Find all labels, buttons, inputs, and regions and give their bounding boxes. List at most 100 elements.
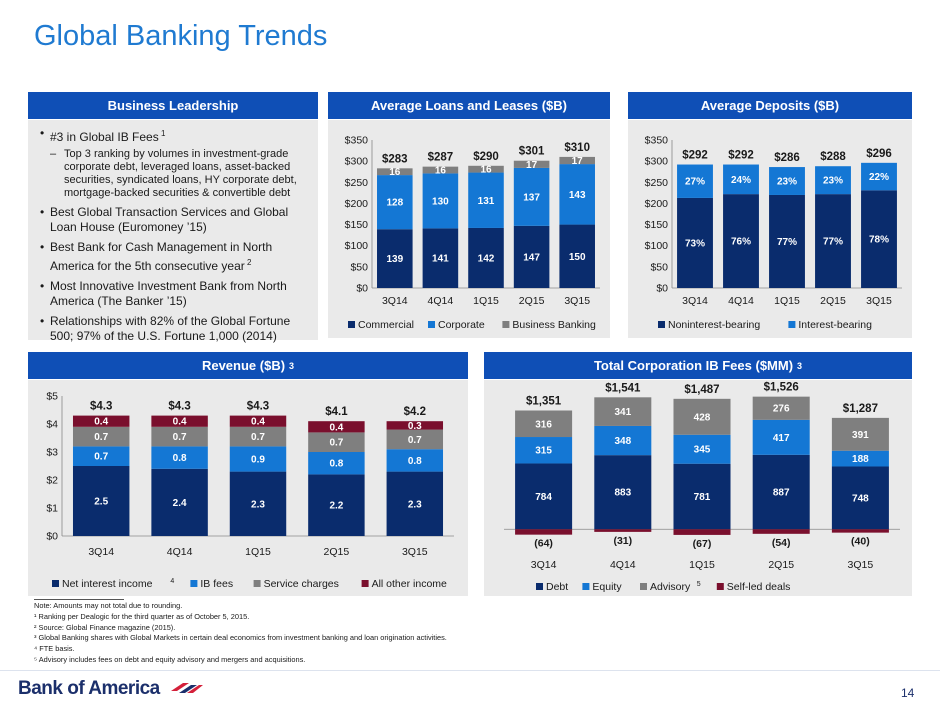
bar-segment (673, 434, 731, 464)
bar-segment (559, 224, 595, 288)
legend-swatch (190, 580, 198, 587)
bar-segment (386, 421, 444, 430)
y-tick-label: $2 (46, 475, 58, 487)
leadership-bullet: Best Bank for Cash Management in North A… (40, 240, 308, 274)
total-label: $283 (382, 153, 408, 165)
x-tick-label: 3Q15 (402, 546, 428, 558)
bar-segment (515, 529, 573, 535)
bar-segment (831, 466, 889, 530)
ibfees-header-text: Total Corporation IB Fees ($MM) (593, 358, 794, 373)
bar-segment (377, 175, 413, 230)
data-label: 188 (852, 454, 869, 465)
revenue-header-text: Revenue ($B) (201, 358, 286, 373)
legend-label: Advisory (650, 581, 691, 593)
data-label: 73% (685, 238, 705, 249)
x-tick-label: 1Q15 (245, 546, 271, 558)
data-label: 150 (569, 252, 586, 263)
data-label: 77% (823, 237, 843, 248)
y-tick-label: $1 (46, 503, 58, 515)
legend-label: Commercial (358, 319, 414, 331)
bar-segment (386, 449, 444, 472)
data-label: 0.4 (329, 422, 343, 433)
business-leadership-list: #3 in Global IB Fees 1 Top 3 ranking by v… (28, 120, 318, 344)
bar-segment (861, 162, 897, 191)
footnote: ³ Global Banking shares with Global Mark… (34, 633, 447, 643)
data-label: 0.8 (408, 456, 422, 467)
legend-swatch (52, 580, 59, 587)
x-tick-label: 3Q14 (382, 295, 408, 307)
legend-swatch (253, 580, 261, 587)
data-label: 315 (535, 446, 552, 457)
y-tick-label: $100 (345, 240, 369, 252)
legend-swatch (428, 321, 435, 328)
legend-label: Equity (592, 581, 622, 593)
bar-segment (468, 165, 504, 173)
bar-segment (594, 529, 652, 532)
data-label: 16 (389, 167, 401, 178)
loans-header: Average Loans and Leases ($B) (328, 92, 610, 119)
x-tick-label: 3Q15 (866, 295, 892, 307)
brand-logo: Bank of America (18, 678, 203, 700)
bar-segment (815, 166, 851, 195)
revenue-header: Revenue ($B) 3 (28, 352, 468, 379)
y-tick-label: $0 (46, 531, 58, 543)
data-label: 2.2 (329, 501, 343, 512)
y-tick-label: $100 (645, 240, 669, 252)
footnote: ² Source: Global Finance magazine (2015)… (34, 622, 176, 632)
bar-segment (468, 172, 504, 228)
total-label: $1,287 (843, 403, 878, 415)
bar-segment (673, 463, 731, 530)
y-tick-label: $50 (650, 261, 668, 273)
y-tick-label: $250 (345, 177, 369, 189)
x-tick-label: 4Q14 (428, 295, 454, 307)
bar-segment (308, 452, 365, 475)
bar-segment (422, 166, 459, 174)
y-tick-label: $250 (645, 177, 669, 189)
data-label: 887 (773, 488, 790, 499)
bar-segment (723, 194, 759, 288)
leadership-bullet: Most Innovative Investment Bank from Nor… (40, 279, 308, 309)
total-label: $4.1 (325, 406, 348, 418)
total-label: $1,526 (764, 382, 799, 394)
data-label: 748 (852, 493, 869, 504)
y-tick-label: $300 (645, 156, 669, 168)
bar-segment (677, 197, 713, 288)
business-leadership-panel: #3 in Global IB Fees 1 Top 3 ranking by v… (28, 120, 318, 343)
data-label: 78% (869, 235, 889, 246)
total-label: $292 (728, 150, 754, 162)
data-label: 147 (523, 252, 540, 263)
data-label: 0.4 (173, 417, 187, 428)
data-label: 131 (478, 196, 495, 207)
total-label: $296 (866, 148, 892, 160)
data-label: 276 (773, 404, 790, 415)
data-label: 0.7 (408, 435, 422, 446)
bar-segment (831, 529, 889, 533)
data-label: 2.3 (251, 499, 265, 510)
x-tick-label: 4Q14 (167, 546, 193, 558)
y-tick-label: $4 (46, 419, 58, 431)
footnote: Note: Amounts may not total due to round… (34, 601, 183, 610)
leadership-bullet: #3 in Global IB Fees 1 (40, 126, 308, 145)
deposits-chart: $0 $50 $100 $150 $200 $250 $300 $350 73% 27% $292 3… (645, 135, 902, 331)
footnote: ¹ Ranking per Dealogic for the third qua… (34, 611, 250, 621)
loans-chart: $0 $50 $100 $150 $200 $250 $300 $350 139 128 16 $28… (345, 135, 600, 331)
legend-swatch (361, 580, 369, 587)
bar-segment (559, 156, 595, 165)
data-label: 139 (386, 254, 403, 265)
legend-label: Business Banking (512, 319, 596, 331)
bar-segment (831, 417, 889, 451)
x-tick-label: 1Q15 (473, 295, 499, 307)
data-label: 16 (480, 165, 492, 176)
total-label: $290 (473, 151, 499, 163)
flag-logo-icon (170, 683, 203, 693)
bar-segment (422, 173, 459, 229)
bar-segment (377, 229, 413, 288)
x-tick-label: 1Q15 (689, 559, 715, 571)
data-label: (31) (613, 535, 632, 547)
bar-segment (72, 446, 130, 466)
legend-sup: 4 (170, 578, 174, 585)
bar-segment (151, 426, 208, 447)
bar-segment (72, 415, 130, 427)
bar-segment (513, 225, 550, 288)
data-label: 143 (569, 190, 586, 201)
